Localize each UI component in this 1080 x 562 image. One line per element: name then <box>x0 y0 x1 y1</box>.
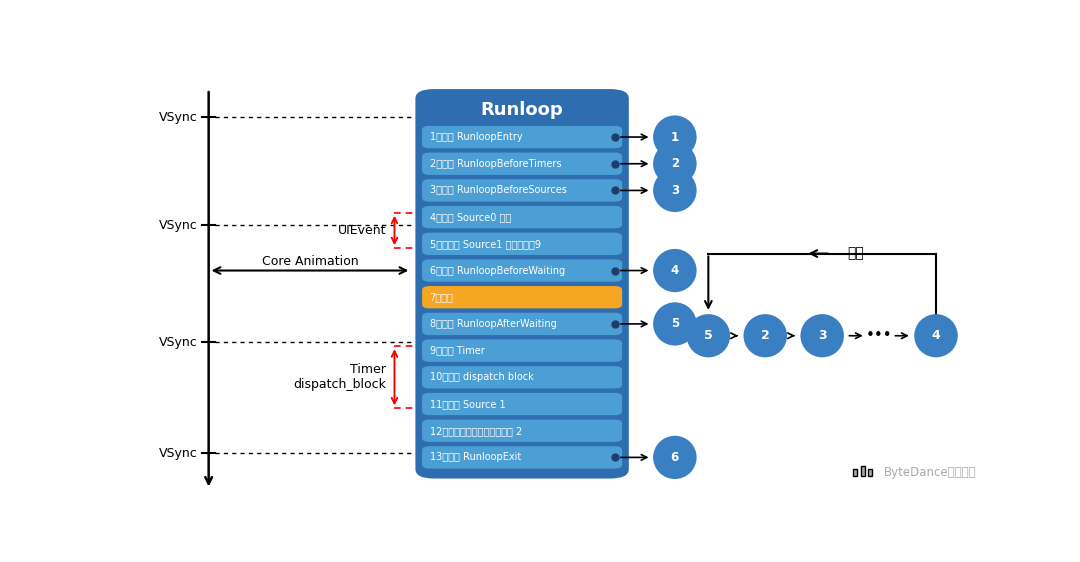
FancyBboxPatch shape <box>422 179 622 202</box>
FancyBboxPatch shape <box>861 465 865 477</box>
Ellipse shape <box>653 436 697 479</box>
FancyBboxPatch shape <box>853 469 858 477</box>
Text: 12、退出判断，不退出则跳至 2: 12、退出判断，不退出则跳至 2 <box>430 425 522 436</box>
FancyBboxPatch shape <box>422 206 622 228</box>
Text: 3: 3 <box>818 329 826 342</box>
Text: 5、如果有 Source1 事件，跳至9: 5、如果有 Source1 事件，跳至9 <box>430 239 541 249</box>
Text: 休眠: 休眠 <box>848 247 864 261</box>
FancyBboxPatch shape <box>868 469 873 477</box>
Text: 2: 2 <box>761 329 770 342</box>
Text: 4、处理 Source0 事件: 4、处理 Source0 事件 <box>430 212 511 222</box>
FancyBboxPatch shape <box>422 286 622 309</box>
FancyBboxPatch shape <box>422 259 622 282</box>
Ellipse shape <box>687 314 730 357</box>
Ellipse shape <box>653 249 697 292</box>
Text: 4: 4 <box>671 264 679 277</box>
Text: 5: 5 <box>671 318 679 330</box>
Text: VSync: VSync <box>159 219 198 232</box>
FancyBboxPatch shape <box>422 339 622 362</box>
FancyBboxPatch shape <box>422 152 622 175</box>
FancyBboxPatch shape <box>422 419 622 442</box>
Text: 5: 5 <box>704 329 713 342</box>
Text: VSync: VSync <box>159 111 198 124</box>
Text: VSync: VSync <box>159 336 198 349</box>
Text: 9、处理 Timer: 9、处理 Timer <box>430 346 484 356</box>
FancyBboxPatch shape <box>422 366 622 388</box>
Ellipse shape <box>800 314 843 357</box>
Ellipse shape <box>653 115 697 158</box>
Text: Core Animation: Core Animation <box>261 255 359 268</box>
FancyBboxPatch shape <box>422 446 622 469</box>
Text: UIEvent: UIEvent <box>338 224 387 237</box>
Ellipse shape <box>653 169 697 212</box>
Text: 4: 4 <box>932 329 941 342</box>
Text: 6: 6 <box>671 451 679 464</box>
Text: VSync: VSync <box>159 447 198 460</box>
Ellipse shape <box>653 302 697 346</box>
Text: 6、通知 RunloopBeforeWaiting: 6、通知 RunloopBeforeWaiting <box>430 265 565 275</box>
Text: 3、通知 RunloopBeforeSources: 3、通知 RunloopBeforeSources <box>430 185 567 196</box>
Text: 1、通知 RunloopEntry: 1、通知 RunloopEntry <box>430 132 523 142</box>
FancyBboxPatch shape <box>422 233 622 255</box>
Ellipse shape <box>915 314 958 357</box>
FancyBboxPatch shape <box>422 393 622 415</box>
Text: 2、通知 RunloopBeforeTimers: 2、通知 RunloopBeforeTimers <box>430 158 562 169</box>
Text: 8、通知 RunloopAfterWaiting: 8、通知 RunloopAfterWaiting <box>430 319 556 329</box>
Text: 1: 1 <box>671 130 679 143</box>
FancyBboxPatch shape <box>422 312 622 335</box>
Text: Timer
dispatch_block: Timer dispatch_block <box>294 363 387 391</box>
FancyBboxPatch shape <box>422 126 622 148</box>
Text: 3: 3 <box>671 184 679 197</box>
Text: 7、休眠: 7、休眠 <box>430 292 454 302</box>
Text: 2: 2 <box>671 157 679 170</box>
Ellipse shape <box>653 142 697 185</box>
Text: •••: ••• <box>866 328 892 343</box>
Text: 10、处理 dispatch block: 10、处理 dispatch block <box>430 372 534 382</box>
Text: ByteDance字节跳动: ByteDance字节跳动 <box>885 465 976 479</box>
Text: 11、处理 Source 1: 11、处理 Source 1 <box>430 399 505 409</box>
Text: 13、通知 RunloopExit: 13、通知 RunloopExit <box>430 452 521 463</box>
Text: Runloop: Runloop <box>481 101 564 119</box>
Ellipse shape <box>743 314 787 357</box>
FancyBboxPatch shape <box>416 89 629 479</box>
